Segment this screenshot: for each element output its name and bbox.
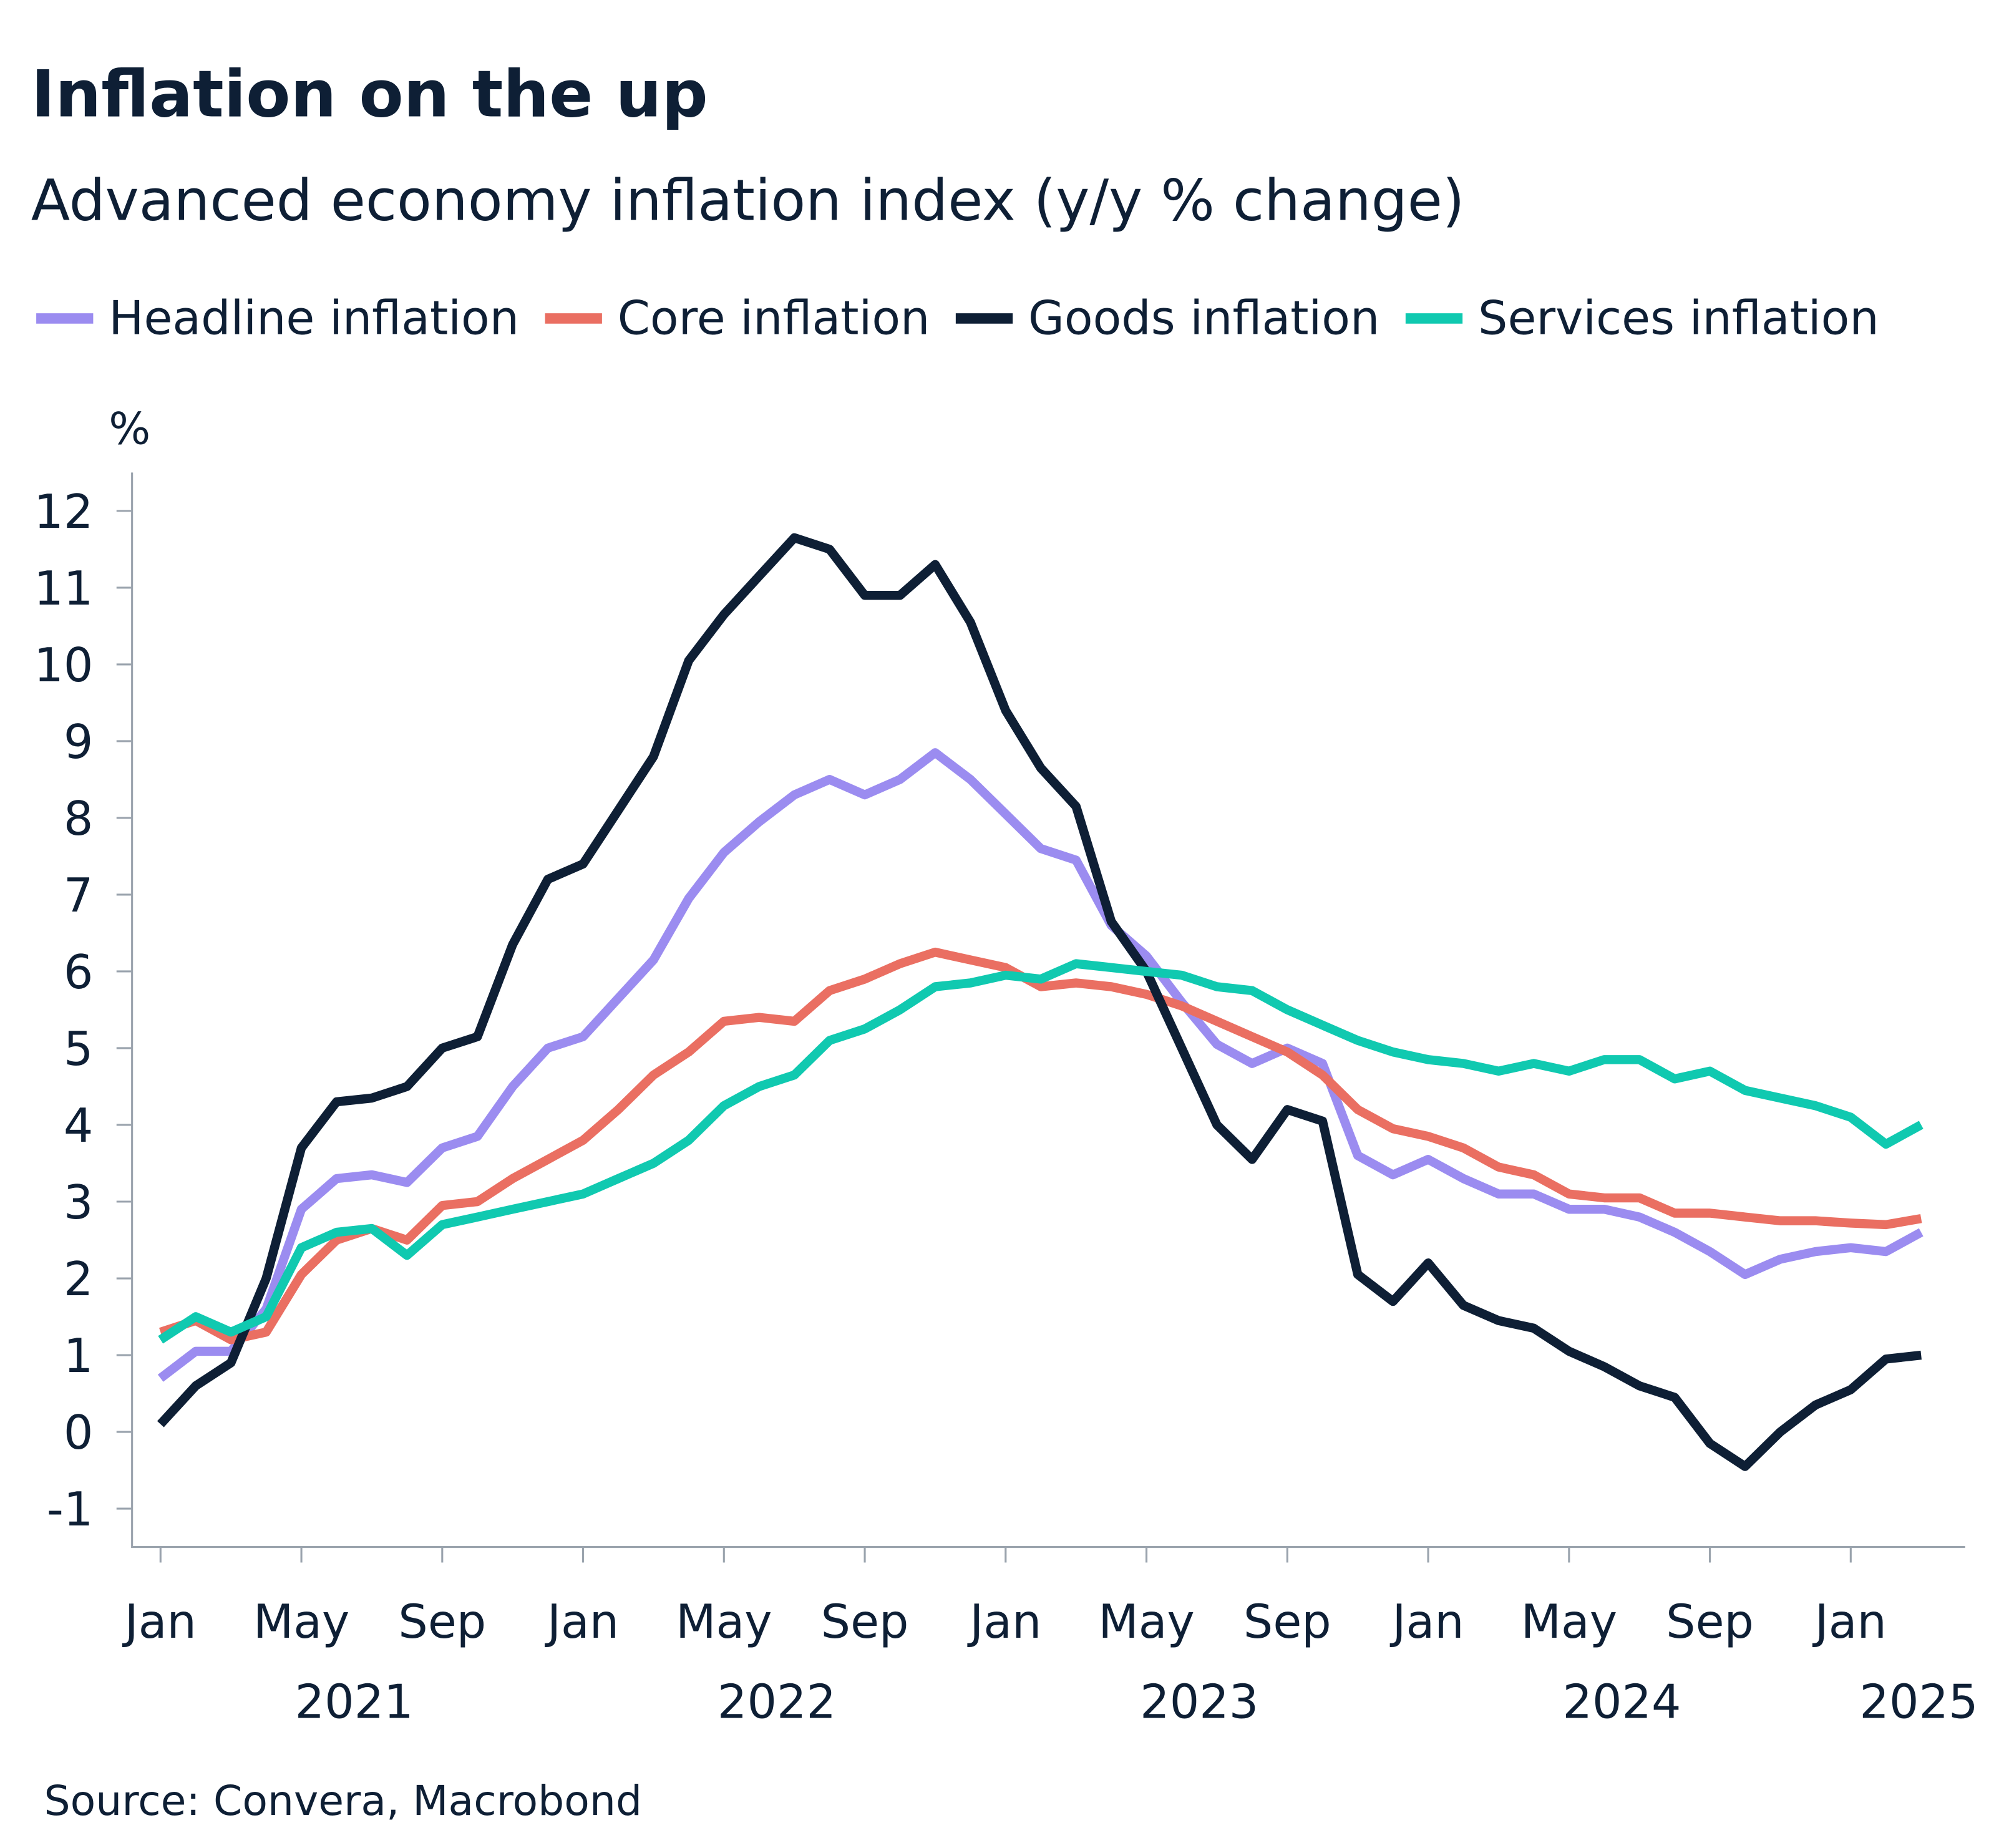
year-label: 2025	[1859, 1675, 1978, 1729]
axis-lines	[131, 472, 1965, 1549]
x-tick-label: Jan	[545, 1595, 619, 1649]
series-line	[159, 947, 1922, 1345]
x-tick-label: Jan	[1812, 1595, 1887, 1649]
year-label: 2024	[1562, 1675, 1681, 1729]
y-tick-label: 2	[64, 1252, 94, 1306]
x-tick-label: Jan	[1389, 1595, 1464, 1649]
series-line	[157, 533, 1922, 1471]
y-tick-label: 7	[64, 868, 94, 923]
y-tick-label: 11	[34, 562, 93, 616]
y-tick-label: 8	[64, 792, 94, 846]
x-tick-label: Sep	[1243, 1595, 1331, 1649]
year-label: 2023	[1140, 1675, 1258, 1729]
year-label: 2022	[717, 1675, 836, 1729]
x-tick-label: Jan	[122, 1595, 197, 1649]
series-line	[157, 748, 1924, 1382]
y-tick-label: 6	[64, 945, 94, 999]
x-tick-label: May	[1098, 1595, 1194, 1649]
x-tick-label: Sep	[821, 1595, 909, 1649]
chart-subtitle: Advanced economy inflation index (y/y % …	[31, 167, 1465, 234]
y-tick-label: 9	[64, 715, 94, 769]
x-tick-label: Sep	[1666, 1595, 1754, 1649]
source: Source: Convera, Macrobond	[44, 1776, 643, 1825]
legend-label: Headline inflation	[109, 291, 519, 345]
y-tick-label: 5	[64, 1022, 94, 1076]
legend-label: Core inflation	[618, 291, 930, 345]
legend-label: Goods inflation	[1028, 291, 1379, 345]
y-tick-label: 0	[64, 1406, 94, 1460]
y-unit: %	[109, 404, 150, 455]
y-tick-label: 10	[34, 638, 93, 693]
x-tick-label: May	[676, 1595, 772, 1649]
series-line	[158, 959, 1924, 1344]
y-tick-label: 12	[34, 485, 93, 539]
year-label: 2021	[295, 1675, 414, 1729]
x-tick-label: May	[1521, 1595, 1617, 1649]
x-tick-label: Jan	[967, 1595, 1041, 1649]
x-tick-label: May	[253, 1595, 349, 1649]
x-tick-label: Sep	[398, 1595, 486, 1649]
legend-label: Services inflation	[1478, 291, 1879, 345]
y-tick-label: -1	[47, 1482, 93, 1537]
y-tick-label: 4	[64, 1099, 94, 1153]
y-tick-label: 3	[64, 1175, 94, 1230]
y-tick-label: 1	[64, 1329, 94, 1383]
chart-title: Inflation on the up	[31, 57, 708, 132]
